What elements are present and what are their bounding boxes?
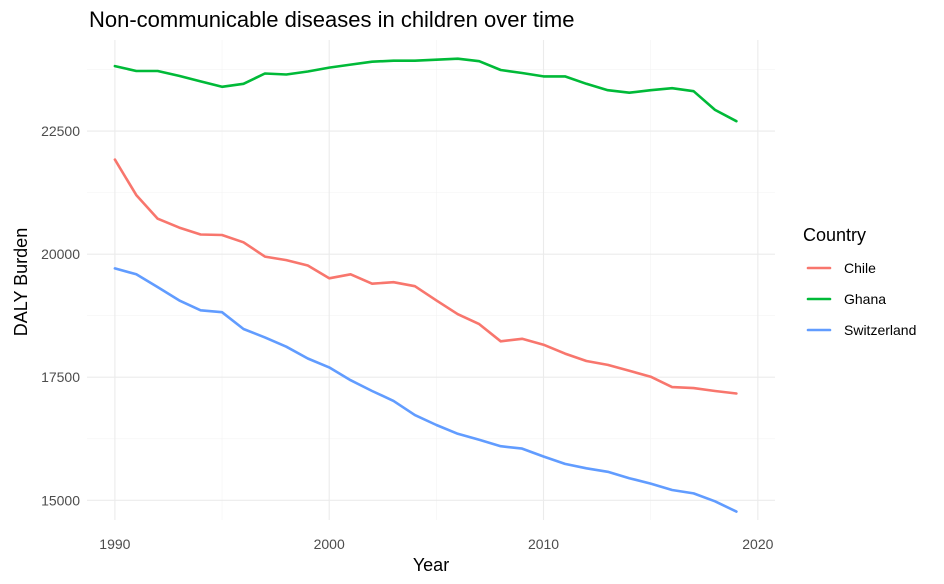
series-line-ghana [113, 57, 738, 123]
chart-title: Non-communicable diseases in children ov… [89, 7, 574, 32]
legend-label-switzerland: Switzerland [844, 322, 916, 338]
series-line-chile [113, 158, 738, 395]
x-tick-label: 2000 [314, 536, 345, 552]
legend-items: Chile Ghana Switzerland [806, 260, 916, 338]
y-tick-label: 20000 [41, 246, 80, 262]
legend-title: Country [803, 225, 866, 245]
x-tick-label: 2010 [528, 536, 559, 552]
series-line-switzerland [113, 267, 738, 513]
y-tick-label: 15000 [41, 492, 80, 508]
y-tick-label: 22500 [41, 123, 80, 139]
grid [87, 40, 775, 520]
y-tick-label: 17500 [41, 369, 80, 385]
legend: Country Chile Ghana Switzerland [803, 225, 916, 338]
y-axis-title: DALY Burden [11, 228, 31, 336]
x-tick-label: 1990 [99, 536, 130, 552]
y-axis-ticks: 15000 17500 20000 22500 [41, 123, 80, 508]
x-tick-label: 2020 [742, 536, 773, 552]
x-axis-ticks: 1990 2000 2010 2020 [99, 536, 773, 552]
series-layer [113, 57, 738, 513]
x-axis-title: Year [413, 555, 449, 575]
legend-label-chile: Chile [844, 260, 876, 276]
legend-label-ghana: Ghana [844, 291, 886, 307]
